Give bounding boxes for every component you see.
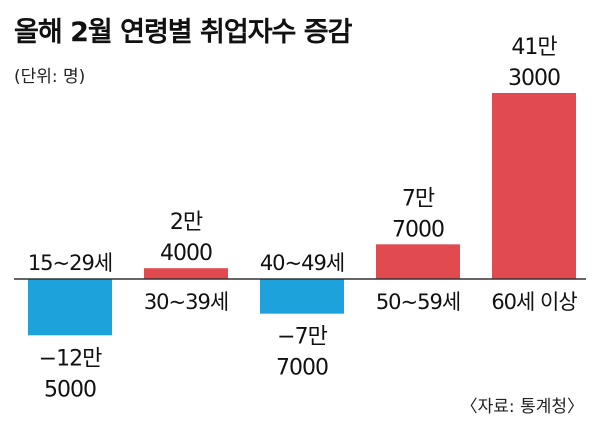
bar-5 xyxy=(492,93,576,279)
value-label-5-1: 41만 xyxy=(511,35,557,60)
bar-4 xyxy=(376,244,460,279)
value-label-1-2: 5000 xyxy=(44,377,96,402)
value-label-3-2: 7000 xyxy=(276,356,328,381)
bar-2 xyxy=(144,268,228,279)
bar-3 xyxy=(260,279,344,314)
value-label-1-1: −12만 xyxy=(39,346,102,371)
value-label-5-2: 3000 xyxy=(508,66,560,91)
value-label-2-2: 4000 xyxy=(160,241,212,266)
unit-label: (단위: 명) xyxy=(14,67,86,87)
bar-1 xyxy=(28,279,112,336)
source-note: 〈자료: 통계청〉 xyxy=(460,397,584,417)
category-label-3: 40~49세 xyxy=(260,251,344,275)
category-label-2: 30~39세 xyxy=(144,290,228,314)
value-label-2-1: 2만 xyxy=(170,210,203,235)
value-label-4-2: 7000 xyxy=(392,217,444,242)
category-label-4: 50~59세 xyxy=(376,290,460,314)
chart-title: 올해 2월 연령별 취업자수 증감 xyxy=(14,17,352,48)
category-label-5: 60세 이상 xyxy=(491,290,577,314)
value-label-4-1: 7만 xyxy=(402,186,435,211)
value-label-3-1: −7만 xyxy=(277,325,327,350)
labels-group: 15~29세 −12만 5000 2만 4000 30~39세 40~49세 −7만 7000 7… xyxy=(28,35,579,402)
bars-group xyxy=(28,93,576,336)
category-label-1: 15~29세 xyxy=(28,251,112,275)
